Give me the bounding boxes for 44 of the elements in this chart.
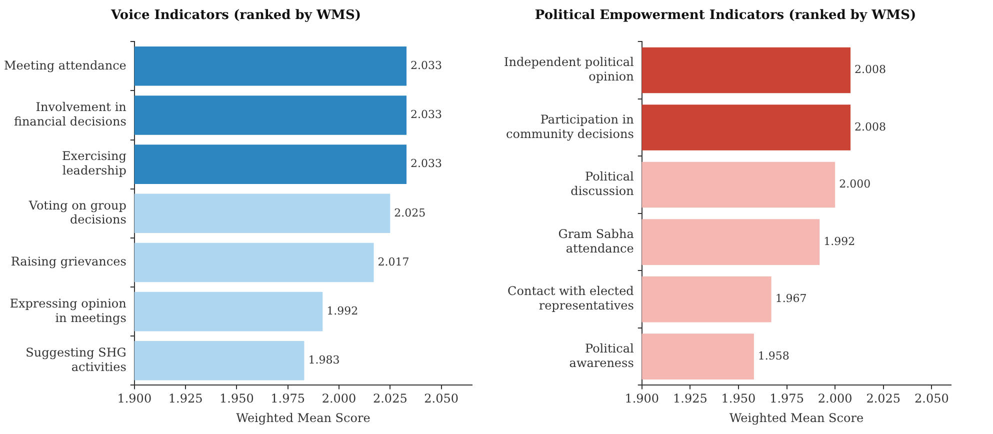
x-tick-label: 2.000 bbox=[818, 392, 852, 406]
y-tick-label: Gram Sabha attendance bbox=[558, 226, 634, 256]
x-axis-title: Weighted Mean Score bbox=[236, 410, 370, 425]
x-axis-title: Weighted Mean Score bbox=[729, 410, 864, 425]
y-tick-label: Contact with elected representatives bbox=[508, 284, 634, 313]
y-tick-label: Involvement in financial decisions bbox=[14, 100, 127, 129]
y-tick-label: Political discussion bbox=[570, 170, 634, 198]
y-tick-label: Exercising leadership bbox=[62, 149, 127, 178]
data-label: 2.033 bbox=[410, 108, 442, 122]
y-tick-label: Raising grievances bbox=[10, 254, 126, 269]
data-label: 2.008 bbox=[854, 120, 886, 134]
x-tick-label: 1.925 bbox=[672, 392, 708, 406]
y-tick-label: Political awareness bbox=[569, 341, 634, 370]
x-tick-label: 1.925 bbox=[168, 392, 203, 406]
chart-title: Voice Indicators (ranked by WMS) bbox=[110, 8, 361, 24]
x-tick-label: 1.975 bbox=[270, 392, 306, 406]
y-tick-label: Participation in community decisions bbox=[506, 112, 634, 141]
x-tick-label: 2.000 bbox=[322, 392, 356, 406]
data-label: 2.033 bbox=[410, 157, 442, 170]
x-tick-label: 2.050 bbox=[424, 392, 458, 406]
data-label: 2.000 bbox=[839, 178, 871, 191]
x-tick-label: 2.025 bbox=[372, 392, 408, 406]
x-tick-label: 1.900 bbox=[117, 392, 152, 406]
data-label: 2.025 bbox=[394, 206, 426, 220]
data-label: 1.958 bbox=[758, 349, 790, 362]
data-label: 1.992 bbox=[824, 234, 856, 248]
x-tick-label: 2.050 bbox=[914, 392, 949, 406]
x-tick-label: 1.950 bbox=[721, 392, 756, 406]
data-label: 2.033 bbox=[410, 59, 442, 72]
data-label: 2.017 bbox=[378, 255, 410, 268]
x-tick-label: 2.025 bbox=[866, 392, 901, 406]
y-tick-label: Independent political opinion bbox=[504, 55, 634, 84]
x-tick-label: 1.975 bbox=[770, 392, 804, 406]
y-tick-label: Expressing opinion in meetings bbox=[10, 296, 127, 325]
data-label: 1.992 bbox=[326, 304, 358, 318]
data-label: 1.967 bbox=[775, 292, 807, 306]
x-tick-label: 1.900 bbox=[624, 392, 660, 406]
chart-title: Political Empowerment Indicators (ranked by WMS) bbox=[534, 8, 916, 24]
data-label: 1.983 bbox=[308, 354, 340, 367]
data-label: 2.008 bbox=[854, 63, 886, 76]
y-tick-label: Voting on group decisions bbox=[28, 198, 127, 227]
x-tick-label: 1.950 bbox=[220, 392, 254, 406]
y-tick-label: Suggesting SHG activities bbox=[26, 346, 126, 374]
y-tick-label: Meeting attendance bbox=[4, 58, 126, 72]
